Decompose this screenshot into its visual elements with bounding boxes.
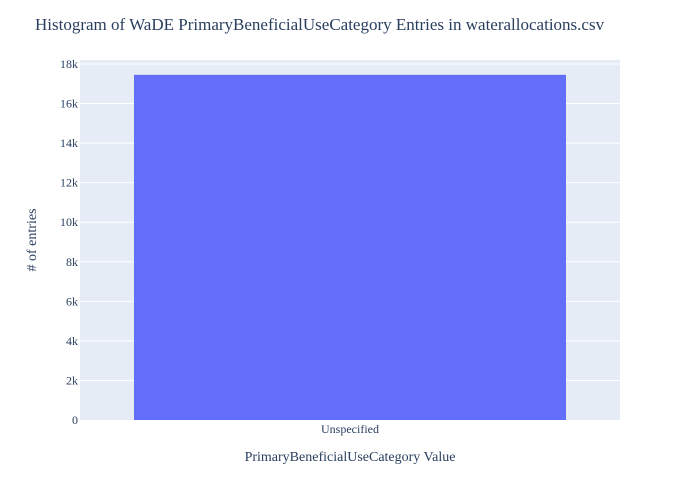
y-tick-label: 10k bbox=[60, 215, 78, 229]
x-axis-ticks: Unspecified bbox=[321, 422, 379, 436]
chart-title: Histogram of WaDE PrimaryBeneficialUseCa… bbox=[35, 15, 605, 34]
y-tick-label: 0 bbox=[72, 413, 78, 427]
y-tick-label: 4k bbox=[66, 334, 78, 348]
y-tick-label: 8k bbox=[66, 255, 78, 269]
y-tick-label: 18k bbox=[60, 57, 78, 71]
x-tick-label: Unspecified bbox=[321, 422, 379, 436]
y-axis-ticks: 0 2k 4k 6k 8k 10k 12k 14k 16k 18k bbox=[60, 57, 78, 427]
y-tick-label: 14k bbox=[60, 136, 78, 150]
bar-unspecified[interactable] bbox=[134, 74, 566, 420]
y-tick-label: 12k bbox=[60, 176, 78, 190]
bars bbox=[134, 74, 566, 420]
x-axis-title: PrimaryBeneficialUseCategory Value bbox=[245, 450, 456, 465]
y-tick-label: 6k bbox=[66, 294, 78, 308]
y-tick-label: 2k bbox=[66, 373, 78, 387]
y-axis-title: # of entries bbox=[25, 209, 40, 272]
y-tick-label: 16k bbox=[60, 97, 78, 111]
